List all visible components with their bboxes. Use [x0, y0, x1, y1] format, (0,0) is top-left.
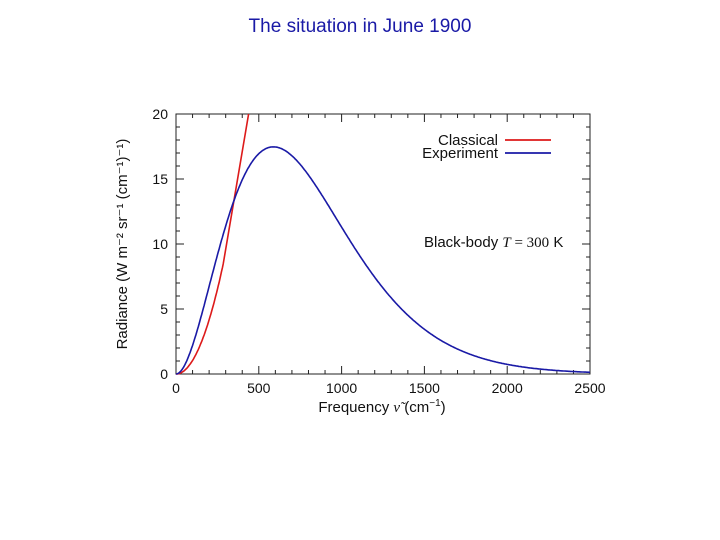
- annotation-prefix: Black-body: [424, 234, 502, 251]
- annotation-temperature-value: = 300: [511, 235, 549, 251]
- legend-label-experiment: Experiment: [422, 145, 499, 162]
- y-tick-label: 0: [160, 366, 168, 382]
- y-axis-title: Radiance (W m⁻² sr⁻¹ (cm⁻¹)⁻¹): [114, 139, 131, 350]
- series-group: [175, 113, 590, 375]
- x-tick-label: 2500: [574, 380, 605, 396]
- series-line-experiment: [175, 146, 590, 375]
- x-tick-label: 0: [172, 380, 180, 396]
- x-axis-title-prefix: Frequency: [318, 399, 393, 416]
- series-line-classical: [176, 113, 250, 375]
- x-tick-label: 1500: [409, 380, 440, 396]
- x-tick-label: 2000: [492, 380, 523, 396]
- slide-title: The situation in June 1900: [248, 16, 472, 37]
- y-tick-label: 10: [152, 236, 168, 252]
- x-axis-title-exponent: −1: [429, 398, 441, 409]
- x-axis-title: Frequency ν̃ (cm−1): [318, 398, 445, 416]
- blackbody-annotation: Black-body T = 300 K: [424, 234, 563, 251]
- y-tick-label: 20: [152, 106, 168, 122]
- tick-labels: 0 500 1000 1500 2000 2500 0 5 10 15 20: [152, 106, 605, 396]
- y-tick-label: 5: [160, 301, 168, 317]
- x-tick-label: 1000: [326, 380, 357, 396]
- x-tick-label: 500: [247, 380, 271, 396]
- axis-ticks: [175, 113, 591, 375]
- legend-label-classical: Classical: [438, 132, 498, 149]
- y-tick-label: 15: [152, 171, 168, 187]
- annotation-unit: K: [549, 234, 563, 251]
- x-axis-title-close: ): [441, 399, 446, 416]
- x-axis-title-suffix: (cm: [400, 399, 429, 416]
- annotation-temperature-symbol: T: [502, 235, 512, 251]
